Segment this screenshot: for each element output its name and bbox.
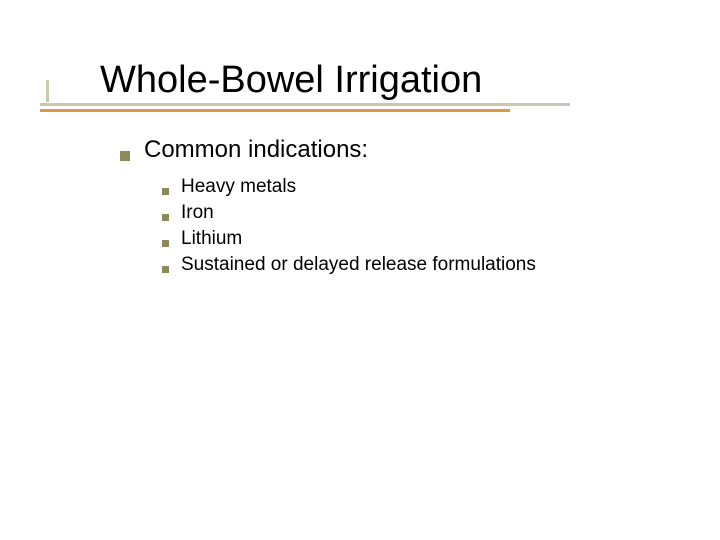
title-underline xyxy=(40,96,570,112)
level2-text: Heavy metals xyxy=(181,176,296,198)
list-item-level2: Sustained or delayed release formulation… xyxy=(162,254,720,276)
underline-grey xyxy=(40,103,570,106)
level1-text: Common indications: xyxy=(144,136,368,164)
list-item-level1: Common indications: xyxy=(120,136,720,164)
slide: Whole-Bowel Irrigation Common indication… xyxy=(0,0,720,540)
square-bullet-icon xyxy=(162,188,169,195)
level2-text: Sustained or delayed release formulation… xyxy=(181,254,536,276)
level2-group: Heavy metals Iron Lithium Sustained or d… xyxy=(162,176,720,276)
square-bullet-icon xyxy=(162,266,169,273)
list-item-level2: Heavy metals xyxy=(162,176,720,198)
level2-text: Iron xyxy=(181,202,214,224)
underline-orange xyxy=(40,109,510,112)
list-item-level2: Iron xyxy=(162,202,720,224)
content-area: Common indications: Heavy metals Iron Li… xyxy=(120,136,720,276)
title-block: Whole-Bowel Irrigation xyxy=(100,60,720,108)
level2-text: Lithium xyxy=(181,228,242,250)
underline-tick xyxy=(46,80,49,102)
list-item-level2: Lithium xyxy=(162,228,720,250)
square-bullet-icon xyxy=(162,240,169,247)
square-bullet-icon xyxy=(162,214,169,221)
square-bullet-icon xyxy=(120,151,130,161)
